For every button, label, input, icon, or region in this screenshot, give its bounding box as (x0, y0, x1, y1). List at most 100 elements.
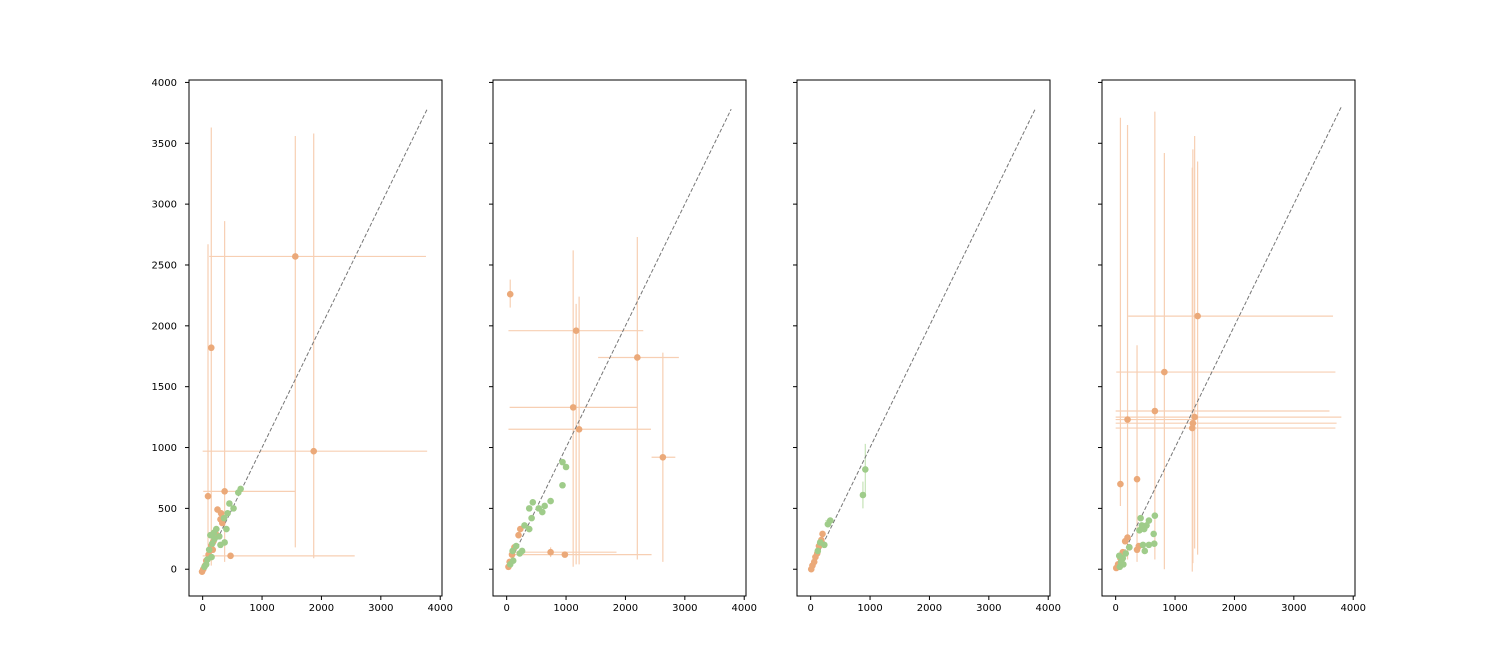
point-green-18 (1115, 552, 1123, 560)
point-orange-5 (659, 453, 667, 461)
y-tick-label: 2000 (152, 321, 177, 332)
axes-frame (796, 79, 1051, 597)
point-orange-8 (1133, 475, 1141, 483)
point-green-17 (213, 525, 220, 533)
point-green-12 (516, 550, 524, 557)
point-orange-7 (1117, 480, 1124, 488)
point-green-9 (1145, 541, 1153, 549)
reference-line (1115, 106, 1342, 570)
panel-3: 0 1000 2000 3000 4000 (793, 79, 1061, 614)
x-tick-label: 1000 (249, 603, 274, 614)
point-green-8 (525, 505, 533, 512)
point-orange-5 (1189, 419, 1197, 427)
point-orange-0 (292, 253, 299, 260)
axes-frame (1101, 79, 1356, 597)
x-tick-label: 1000 (1162, 603, 1187, 614)
y-tick-label: 3500 (152, 139, 177, 150)
point-green-2 (230, 505, 237, 512)
x-tick-label: 4000 (1340, 603, 1365, 614)
point-orange-0 (506, 290, 514, 298)
x-tick-label: 4000 (427, 603, 452, 614)
point-orange-1 (572, 327, 580, 334)
y-tick-label: 1500 (152, 382, 177, 393)
point-green-0 (861, 466, 869, 473)
x-tick-label: 2000 (309, 603, 334, 614)
point-green-4 (541, 502, 548, 510)
point-orange-7 (807, 565, 815, 573)
x-tick-label: 1000 (857, 603, 882, 614)
point-green-6 (1136, 526, 1143, 534)
point-green-19 (217, 541, 224, 549)
point-green-5 (223, 525, 230, 533)
y-tick-label: 3000 (152, 200, 177, 211)
point-green-0 (1151, 512, 1159, 519)
point-green-13 (1122, 550, 1130, 557)
point-green-1 (559, 458, 566, 466)
point-green-1 (859, 491, 867, 499)
x-tick-label: 2000 (917, 603, 942, 614)
x-tick-label: 0 (807, 603, 813, 614)
point-green-11 (208, 540, 216, 547)
point-orange-9 (515, 531, 522, 539)
point-orange-5 (227, 552, 234, 560)
point-green-5 (1137, 514, 1144, 522)
panel-4: 0 1000 2000 3000 4000 (1098, 79, 1366, 614)
point-green-4 (224, 509, 231, 517)
point-orange-6 (547, 548, 554, 556)
point-orange-4 (204, 492, 212, 500)
axes-frame (492, 79, 747, 597)
point-orange-4 (575, 425, 583, 433)
point-orange-3 (1191, 413, 1198, 421)
point-orange-10 (1133, 546, 1141, 554)
point-orange-2 (310, 447, 318, 455)
point-green-5 (816, 539, 824, 546)
point-orange-7 (217, 509, 225, 517)
x-tick-label: 0 (503, 603, 509, 614)
point-orange-3 (569, 404, 577, 411)
plot-area (1112, 106, 1342, 572)
point-orange-6 (1188, 424, 1196, 432)
plot-area (505, 108, 732, 571)
point-orange-3 (221, 488, 228, 495)
x-tick-label: 3000 (976, 603, 1001, 614)
reference-line (809, 108, 1036, 572)
point-green-3 (824, 520, 832, 528)
point-green-13 (205, 546, 213, 554)
panel-1: 0 1000 2000 3000 4000 0 500 1000 1500 2000 2500 300… (152, 78, 453, 614)
panel-2: 0 1000 2000 3000 4000 (489, 79, 757, 614)
point-orange-2 (1151, 407, 1159, 415)
point-orange-0 (1194, 312, 1201, 320)
y-tick-label: 1000 (152, 443, 177, 454)
point-orange-0 (819, 530, 826, 538)
point-green-7 (529, 498, 537, 506)
point-orange-2 (634, 354, 641, 361)
point-green-2 (559, 481, 566, 489)
y-tick-label: 500 (158, 504, 177, 515)
point-green-1 (234, 489, 242, 496)
point-green-8 (1150, 540, 1158, 547)
point-green-16 (509, 547, 516, 555)
point-orange-4 (1124, 416, 1131, 423)
x-tick-label: 2000 (613, 603, 638, 614)
point-green-9 (525, 525, 533, 533)
x-tick-label: 0 (1112, 603, 1118, 614)
point-green-16 (201, 563, 208, 571)
point-green-11 (1139, 541, 1147, 549)
point-green-17 (528, 514, 535, 522)
x-tick-label: 2000 (1222, 603, 1247, 614)
point-green-6 (814, 547, 822, 555)
x-tick-label: 3000 (672, 603, 697, 614)
point-green-7 (1150, 530, 1157, 538)
point-orange-7 (561, 551, 569, 558)
x-tick-label: 1000 (553, 603, 578, 614)
point-green-10 (1141, 547, 1149, 555)
point-green-18 (207, 531, 214, 539)
axes-frame (188, 79, 443, 597)
point-green-6 (535, 505, 543, 512)
plot-area (807, 108, 1036, 573)
point-green-12 (1126, 544, 1133, 551)
x-tick-label: 0 (199, 603, 205, 614)
x-tick-label: 4000 (731, 603, 756, 614)
x-tick-label: 3000 (1281, 603, 1306, 614)
